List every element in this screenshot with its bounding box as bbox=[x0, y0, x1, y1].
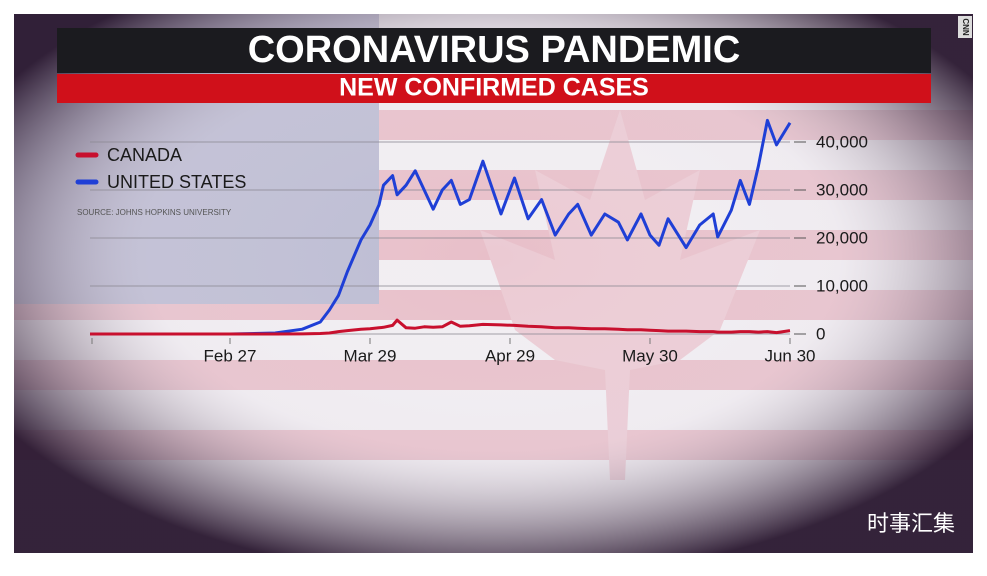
background bbox=[14, 14, 973, 553]
series-line bbox=[90, 318, 791, 336]
y-tick-label: 30,000 bbox=[816, 180, 868, 199]
y-tick-label: 10,000 bbox=[816, 276, 868, 295]
y-tick-label: 40,000 bbox=[816, 132, 868, 151]
chart-title: CORONAVIRUS PANDEMIC bbox=[248, 29, 741, 71]
x-tick-label: Jun 30 bbox=[764, 346, 815, 365]
chart-subtitle: NEW CONFIRMED CASES bbox=[339, 74, 649, 102]
logo: CNN bbox=[961, 18, 970, 36]
y-tick-label: 20,000 bbox=[816, 228, 868, 247]
x-tick-label: May 30 bbox=[622, 346, 678, 365]
x-tick-label: Apr 29 bbox=[485, 346, 535, 365]
x-tick-label: Mar 29 bbox=[344, 346, 397, 365]
y-tick-label: 0 bbox=[816, 324, 825, 343]
source-note: SOURCE: JOHNS HOPKINS UNIVERSITY bbox=[77, 208, 232, 217]
watermark: 时事汇集 bbox=[867, 511, 955, 536]
x-tick-label: Feb 27 bbox=[204, 346, 257, 365]
series-line bbox=[90, 118, 792, 336]
legend-label: CANADA bbox=[107, 145, 182, 165]
legend-label: UNITED STATES bbox=[107, 172, 246, 192]
